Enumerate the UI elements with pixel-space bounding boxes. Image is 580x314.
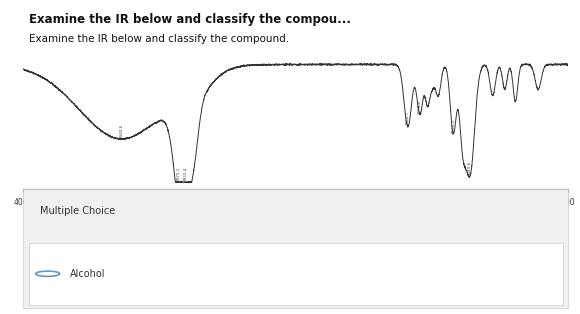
Text: Examine the IR below and classify the compound.: Examine the IR below and classify the co… (28, 34, 289, 44)
Text: 1160.3: 1160.3 (451, 119, 455, 133)
Text: 1379.2: 1379.2 (418, 99, 422, 114)
Text: 1049.8: 1049.8 (468, 161, 472, 175)
Text: 2975.1: 2975.1 (177, 167, 181, 181)
Circle shape (36, 271, 60, 276)
Text: Examine the IR below and classify the compou...: Examine the IR below and classify the co… (28, 13, 351, 25)
FancyBboxPatch shape (23, 188, 568, 308)
Text: Multiple Choice: Multiple Choice (39, 206, 115, 216)
Text: 2932.4: 2932.4 (183, 167, 187, 181)
Text: 1460.7: 1460.7 (406, 111, 410, 125)
Text: Alcohol: Alcohol (70, 269, 105, 279)
Text: 3340.6: 3340.6 (119, 124, 124, 138)
FancyBboxPatch shape (28, 243, 563, 305)
